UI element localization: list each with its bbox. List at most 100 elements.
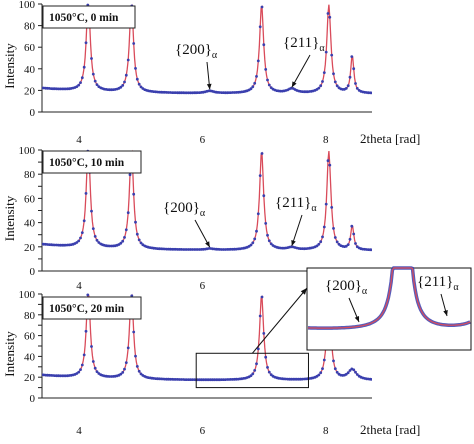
data-point [317, 373, 321, 377]
data-point [137, 82, 141, 86]
y-tick-label: 60 [24, 331, 36, 343]
data-point [77, 239, 81, 243]
data-point [322, 358, 326, 362]
data-point [90, 209, 93, 213]
data-point [93, 235, 97, 238]
data-point [91, 227, 95, 231]
peak-label-sub: α [319, 43, 325, 54]
data-point [95, 238, 99, 242]
data-point [258, 25, 262, 29]
data-point [332, 227, 335, 230]
condition-label: 1050°C, 10 min [49, 157, 125, 169]
data-point [84, 329, 88, 333]
data-point [135, 77, 139, 81]
data-point [135, 365, 139, 368]
inset-peak-label-sub: α [453, 282, 459, 293]
data-point [370, 248, 372, 252]
arrow-head [291, 240, 296, 247]
data-point [266, 78, 269, 82]
data-point [354, 242, 357, 245]
y-tick-label: 0 [30, 107, 36, 119]
data-point [266, 233, 269, 237]
data-point [123, 236, 126, 239]
data-point [370, 91, 372, 95]
data-point [90, 57, 93, 60]
data-point [126, 346, 130, 350]
data-point [119, 85, 123, 89]
data-point [80, 363, 84, 367]
data-point [262, 43, 266, 47]
y-tick-label: 40 [24, 351, 36, 363]
inset-peak-label: {211}α [417, 274, 459, 293]
data-point [262, 194, 266, 198]
data-point [132, 192, 136, 196]
data-point [346, 243, 350, 247]
data-point [321, 235, 324, 239]
data-point [260, 152, 264, 155]
x-tick-label: 4 [76, 425, 82, 437]
x-tick-label: 4 [76, 280, 82, 292]
data-point [260, 295, 264, 299]
data-point [251, 241, 255, 245]
data-point [344, 87, 348, 90]
data-point [324, 202, 328, 206]
data-point [258, 174, 262, 178]
data-point [93, 366, 97, 370]
data-point [346, 371, 350, 375]
data-point [121, 371, 125, 374]
data-point [132, 330, 136, 334]
data-point [75, 241, 79, 244]
data-point [84, 192, 88, 195]
data-point [91, 360, 95, 363]
x-axis-label: 2theta [rad] [360, 131, 420, 146]
data-point [249, 87, 253, 91]
data-point [333, 236, 337, 239]
data-point [269, 242, 273, 246]
data-point [255, 75, 258, 78]
data-point [77, 370, 81, 374]
zoom-connector [251, 287, 308, 354]
x-tick-label: 6 [200, 280, 206, 292]
data-point [249, 374, 253, 377]
condition-box [42, 296, 142, 320]
data-point [350, 55, 354, 58]
annotation-arrow [291, 54, 311, 88]
data-point [344, 244, 348, 248]
data-point [119, 372, 123, 376]
data-point [80, 231, 84, 235]
data-point [317, 242, 321, 246]
peak-label: {200}α [163, 200, 206, 219]
data-point [258, 314, 262, 318]
data-point [82, 353, 86, 357]
y-tick-label: 40 [24, 64, 36, 76]
x-tick-label: 4 [76, 134, 82, 146]
data-point [84, 41, 88, 45]
y-tick-label: 60 [24, 42, 36, 54]
data-point [352, 67, 356, 71]
data-point [321, 367, 324, 370]
condition-box [42, 150, 142, 174]
data-point [321, 80, 324, 83]
y-tick-label: 20 [24, 242, 36, 254]
y-tick-label: 60 [24, 193, 36, 205]
data-point [350, 224, 354, 228]
x-tick-label: 8 [323, 134, 329, 146]
data-point [253, 81, 257, 85]
inset-peak-label: {200}α [325, 278, 368, 297]
data-point [90, 345, 93, 348]
data-point [260, 5, 264, 9]
data-point [139, 241, 143, 245]
data-point [139, 85, 143, 89]
data-point [137, 238, 141, 242]
y-axis-label: Intensity [2, 331, 17, 377]
data-point [121, 84, 125, 87]
y-axis-label: Intensity [2, 43, 17, 89]
data-point [370, 378, 372, 381]
data-point [330, 206, 334, 209]
inset-frame [306, 267, 472, 351]
data-point [335, 240, 339, 244]
y-tick-label: 80 [24, 310, 36, 322]
inset-peak-label-sub: α [362, 286, 368, 297]
data-point [80, 76, 84, 80]
